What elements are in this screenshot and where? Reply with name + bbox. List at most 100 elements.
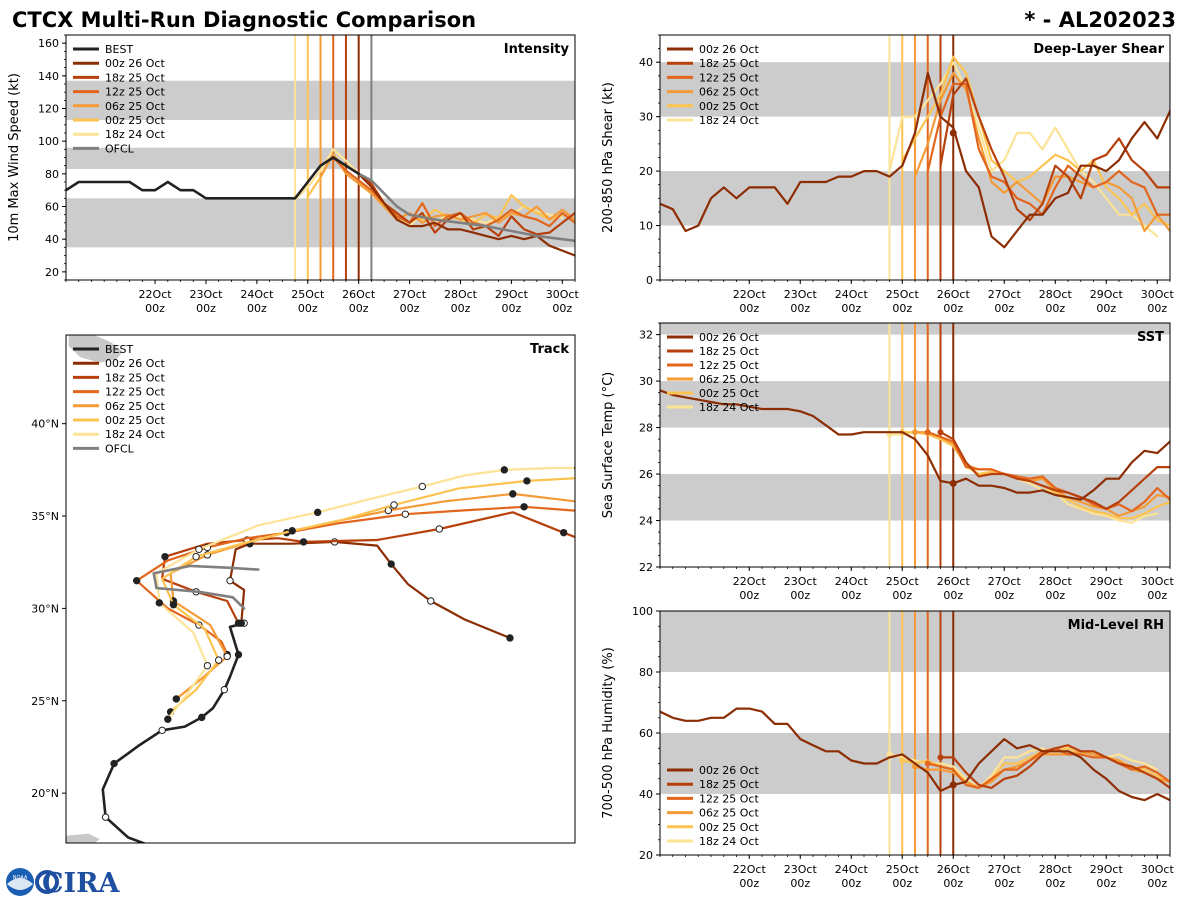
panel-title: SST bbox=[1137, 330, 1164, 345]
x-tick-label-date: 29Oct bbox=[1090, 863, 1124, 876]
track-point-18z-24-oct-8 bbox=[313, 508, 322, 517]
current-marker bbox=[949, 479, 957, 487]
x-tick-label-date: 22Oct bbox=[733, 288, 767, 301]
cira-logo: NOAA CIRA bbox=[6, 868, 121, 899]
x-tick-label-date: 27Oct bbox=[988, 863, 1022, 876]
x-tick-label-hour: 00z bbox=[1096, 877, 1116, 890]
legend-label-18z-24-oct: 18z 24 Oct bbox=[699, 114, 759, 127]
track-point-00z-25-oct-12 bbox=[523, 477, 531, 485]
x-tick-label-hour: 00z bbox=[1147, 877, 1167, 890]
x-tick-label-hour: 00z bbox=[790, 589, 810, 602]
legend-label-12z-25-oct: 12z 25 Oct bbox=[105, 386, 165, 399]
y-tick-label: 22 bbox=[639, 561, 653, 574]
x-tick-label-hour: 00z bbox=[145, 302, 165, 315]
series-best-line bbox=[101, 621, 246, 843]
legend-label-12z-25-oct: 12z 25 Oct bbox=[699, 71, 759, 84]
y-tick-label: 0 bbox=[646, 274, 653, 287]
legend-label-06z-25-oct: 06z 25 Oct bbox=[699, 86, 759, 99]
plot-content bbox=[66, 35, 575, 280]
track-point-00z-25-oct-8 bbox=[288, 527, 296, 535]
y-tick-label: 100 bbox=[38, 135, 59, 148]
current-marker bbox=[949, 781, 957, 789]
x-tick-label-hour: 00z bbox=[994, 589, 1014, 602]
series-18z-25-oct-line bbox=[939, 77, 1170, 222]
x-tick-label-date: 28Oct bbox=[1039, 288, 1073, 301]
panel-title: Deep-Layer Shear bbox=[1033, 42, 1164, 57]
x-tick-label-hour: 00z bbox=[739, 589, 759, 602]
x-tick-label-hour: 00z bbox=[739, 877, 759, 890]
legend-label-12z-25-oct: 12z 25 Oct bbox=[699, 359, 759, 372]
series-18z-24-oct-line bbox=[155, 466, 575, 721]
series-00z-26-oct-line bbox=[660, 72, 1170, 249]
series-best-line bbox=[66, 156, 360, 200]
x-tick-label-date: 25Oct bbox=[886, 288, 920, 301]
noaa-badge-text: NOAA bbox=[13, 875, 28, 881]
track-point-18z-24-oct-6 bbox=[195, 545, 203, 553]
series-12z-25-oct-line bbox=[135, 505, 575, 656]
y-tick-label: 40 bbox=[45, 233, 59, 246]
y-tick-label: 28 bbox=[639, 422, 653, 435]
y-tick-label: 24 bbox=[639, 515, 653, 528]
track-point-18z-24-oct-12 bbox=[500, 466, 509, 474]
x-tick-label-hour: 00z bbox=[892, 877, 912, 890]
legend-label-18z-24-oct: 18z 24 Oct bbox=[699, 835, 759, 848]
x-tick-label-date: 29Oct bbox=[1090, 575, 1124, 588]
x-tick-label-date: 22Oct bbox=[733, 575, 767, 588]
x-tick-label-date: 23Oct bbox=[189, 288, 223, 301]
track-point-00z-26-oct-8 bbox=[387, 560, 395, 568]
track-point-18z-25-oct-10 bbox=[435, 525, 443, 533]
init-point-12z-25-oct bbox=[924, 760, 931, 767]
track-point-best-4 bbox=[110, 759, 118, 768]
track-point-18z-25-oct-8 bbox=[299, 538, 308, 546]
legend-label-18z-24-oct: 18z 24 Oct bbox=[699, 401, 759, 414]
legend-label-18z-24-oct: 18z 24 Oct bbox=[105, 128, 165, 141]
y-tick-label: 35°N bbox=[31, 510, 59, 523]
track-point-18z-25-oct-14 bbox=[659, 568, 665, 574]
init-point-18z-25-oct bbox=[937, 429, 944, 436]
x-tick-label-hour: 00z bbox=[552, 302, 572, 315]
x-tick-label-hour: 00z bbox=[196, 302, 216, 315]
x-tick-label-date: 24Oct bbox=[835, 288, 869, 301]
series-00z-25-oct-line bbox=[901, 55, 1170, 227]
panels: 2040608010012014016022Oct00z23Oct00z24Oc… bbox=[7, 34, 1174, 890]
y-tick-label: 60 bbox=[639, 727, 653, 740]
x-tick-label-hour: 00z bbox=[1096, 302, 1116, 315]
x-tick-label-hour: 00z bbox=[400, 302, 420, 315]
init-point-00z-25-oct bbox=[899, 757, 906, 764]
y-tick-label: 30 bbox=[639, 111, 653, 124]
x-tick-label-date: 28Oct bbox=[444, 288, 478, 301]
track-point-00z-25-oct-6 bbox=[192, 552, 200, 561]
legend-label-18z-25-oct: 18z 25 Oct bbox=[699, 778, 759, 791]
legend-label-18z-25-oct: 18z 25 Oct bbox=[699, 57, 759, 70]
x-tick-label-hour: 00z bbox=[790, 302, 810, 315]
track-point-12z-25-oct-4 bbox=[132, 576, 141, 585]
plot-area bbox=[66, 335, 575, 843]
x-tick-label-hour: 00z bbox=[790, 877, 810, 890]
legend-label-00z-25-oct: 00z 25 Oct bbox=[699, 821, 759, 834]
track-point-00z-26-oct-12 bbox=[506, 634, 514, 642]
panel-title: Intensity bbox=[504, 42, 570, 57]
track-point-06z-25-oct-12 bbox=[509, 490, 517, 498]
x-tick-label-hour: 00z bbox=[841, 302, 861, 315]
series-18z-25-oct-line bbox=[939, 744, 1170, 790]
panel-sst: 22242628303222Oct00z23Oct00z24Oct00z25Oc… bbox=[601, 322, 1174, 602]
x-tick-label-hour: 00z bbox=[1045, 877, 1065, 890]
y-axis-label: 700-500 hPa Humidity (%) bbox=[601, 647, 616, 819]
legend-label-00z-25-oct: 00z 25 Oct bbox=[699, 100, 759, 113]
legend-label-00z-25-oct: 00z 25 Oct bbox=[105, 114, 165, 127]
legend-label-00z-26-oct: 00z 26 Oct bbox=[699, 43, 759, 56]
track-point-00z-25-oct-4 bbox=[169, 601, 178, 609]
legend-label-ofcl: OFCL bbox=[105, 442, 135, 455]
x-tick-label-hour: 00z bbox=[1045, 302, 1065, 315]
x-tick-label-hour: 00z bbox=[1045, 589, 1065, 602]
series-00z-26-oct-line bbox=[660, 389, 1170, 501]
panel-title: Track bbox=[530, 342, 569, 357]
x-tick-label-date: 24Oct bbox=[835, 863, 869, 876]
track-point-00z-26-oct-2 bbox=[226, 576, 234, 585]
y-tick-label: 40 bbox=[639, 788, 653, 801]
series-00z-26-oct-line bbox=[660, 707, 1170, 802]
